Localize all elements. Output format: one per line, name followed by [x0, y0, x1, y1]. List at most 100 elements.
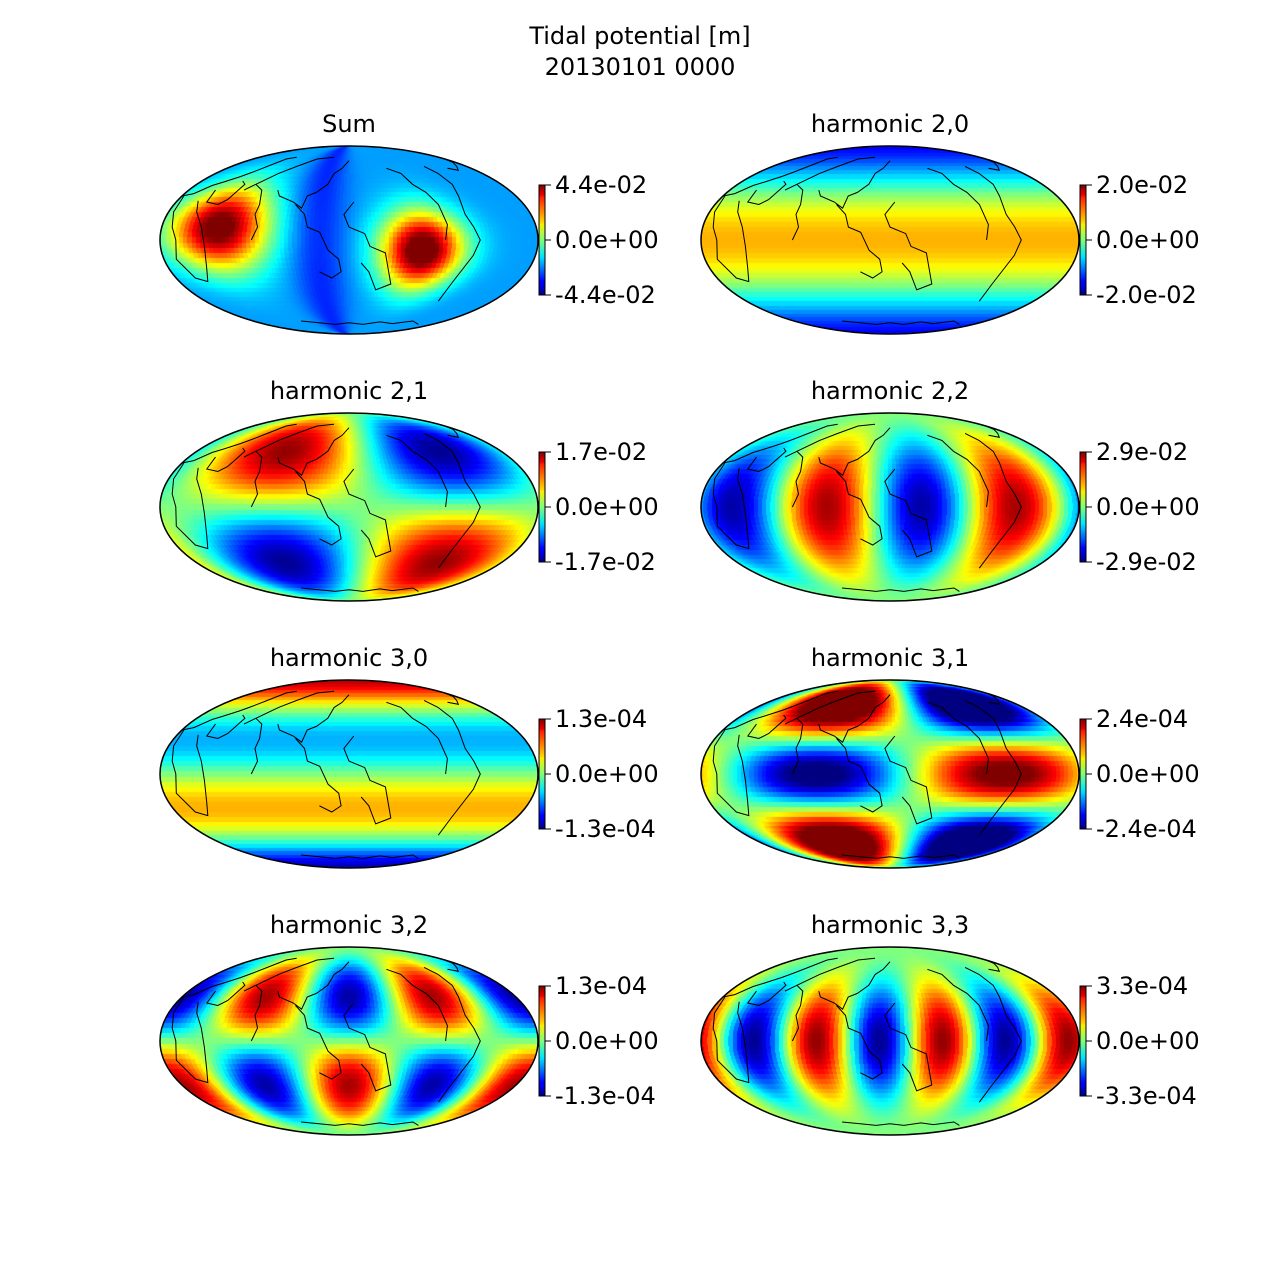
panel-title: harmonic 2,0 — [811, 110, 969, 138]
coastline — [295, 1005, 342, 1080]
coastline — [836, 1005, 883, 1080]
coastline — [712, 462, 750, 550]
coastline — [964, 699, 1022, 836]
colorbar-tick-label: 0.0e+00 — [555, 760, 659, 788]
coastline — [423, 432, 481, 569]
coastline — [784, 156, 876, 191]
colorbar — [1079, 985, 1087, 1097]
colorbar-tick-label: -1.3e-04 — [555, 1082, 656, 1110]
coastline — [842, 1121, 960, 1126]
colorbar-tick-label: -2.4e-04 — [1096, 815, 1197, 843]
colorbar-tick-label: 3.3e-04 — [1096, 972, 1188, 1000]
coastline — [277, 427, 350, 476]
panel-4: harmonic 3,0 1.3e-04 0.0e+00 -1.3e-04 — [159, 644, 659, 869]
coastline — [343, 1002, 392, 1092]
coastline — [386, 167, 448, 241]
map-border — [700, 145, 1080, 335]
colorbar — [1079, 451, 1087, 563]
panel-7: harmonic 3,3 3.3e-04 0.0e+00 -3.3e-04 — [700, 911, 1200, 1136]
coastline — [964, 165, 1022, 302]
field-raster — [701, 680, 1079, 868]
coastline — [171, 462, 209, 550]
coastline — [250, 717, 263, 775]
coastline — [277, 694, 350, 743]
colorbar-tick-label: -2.0e-02 — [1096, 281, 1197, 309]
field-raster — [160, 413, 538, 601]
coastline — [343, 735, 392, 825]
coastline — [722, 423, 838, 464]
coastline — [343, 468, 392, 558]
coastlines — [171, 957, 481, 1126]
coastline — [746, 447, 787, 473]
coastline — [784, 690, 876, 725]
colorbar-tick-label: 1.7e-02 — [555, 438, 647, 466]
coastline — [243, 156, 335, 191]
field-raster — [160, 680, 538, 868]
coastlines — [712, 423, 1022, 592]
coastline — [205, 447, 246, 473]
panel-title: harmonic 2,2 — [811, 377, 969, 405]
coastlines — [712, 156, 1022, 325]
field-raster — [701, 947, 1079, 1135]
coastline — [423, 699, 481, 836]
colorbar-tick-label: 0.0e+00 — [555, 1027, 659, 1055]
panel-title: Sum — [322, 110, 376, 138]
colorbar — [538, 985, 546, 1097]
panel-title: harmonic 3,2 — [270, 911, 428, 939]
coastline — [295, 471, 342, 546]
colorbar-tick-label: 0.0e+00 — [1096, 760, 1200, 788]
map-border — [159, 412, 539, 602]
coastline — [250, 984, 263, 1042]
coastline — [791, 183, 804, 241]
coastline — [301, 587, 419, 592]
coastline — [927, 968, 989, 1042]
coastline — [964, 966, 1022, 1103]
coastline — [386, 968, 448, 1042]
field-raster — [701, 146, 1079, 334]
coastline — [791, 717, 804, 775]
coastline — [386, 434, 448, 508]
figure-title-line2: 20130101 0000 — [545, 53, 736, 81]
coastline — [277, 160, 350, 209]
coastline — [746, 180, 787, 206]
colorbar — [538, 451, 546, 563]
colorbar-tick-label: -1.3e-04 — [555, 815, 656, 843]
panel-6: harmonic 3,2 1.3e-04 0.0e+00 -1.3e-04 — [159, 911, 659, 1136]
coastline — [301, 1121, 419, 1126]
map-border — [159, 946, 539, 1136]
coastline — [301, 320, 419, 325]
coastline — [181, 957, 297, 998]
colorbar — [1079, 718, 1087, 830]
colorbar-tick-label: 0.0e+00 — [1096, 493, 1200, 521]
coastline — [205, 714, 246, 740]
coastline — [884, 468, 933, 558]
coastline — [301, 854, 419, 859]
panel-title: harmonic 3,1 — [811, 644, 969, 672]
coastline — [243, 690, 335, 725]
coastline — [171, 195, 209, 283]
coastline — [277, 961, 350, 1010]
colorbar — [1079, 184, 1087, 296]
coastline — [818, 694, 891, 743]
colorbar-tick-label: 2.9e-02 — [1096, 438, 1188, 466]
field-raster — [160, 146, 538, 334]
panel-0: Sum 4.4e-02 0.0e+00 -4.4e-02 — [159, 110, 659, 335]
coastline — [712, 729, 750, 817]
map-border — [700, 679, 1080, 869]
coastline — [250, 450, 263, 508]
colorbar-tick-label: -2.9e-02 — [1096, 548, 1197, 576]
panel-3: harmonic 2,2 2.9e-02 0.0e+00 -2.9e-02 — [700, 377, 1200, 602]
panel-title: harmonic 3,0 — [270, 644, 428, 672]
colorbar-tick-label: 4.4e-02 — [555, 171, 647, 199]
panel-2: harmonic 2,1 1.7e-02 0.0e+00 -1.7e-02 — [159, 377, 659, 602]
coastline — [884, 201, 933, 291]
coastline — [343, 201, 392, 291]
coastline — [927, 434, 989, 508]
coastlines — [171, 423, 481, 592]
coastline — [171, 729, 209, 817]
coastlines — [171, 156, 481, 325]
coastline — [181, 690, 297, 731]
map-border — [159, 145, 539, 335]
coastline — [295, 204, 342, 279]
panel-5: harmonic 3,1 2.4e-04 0.0e+00 -2.4e-04 — [700, 644, 1200, 869]
